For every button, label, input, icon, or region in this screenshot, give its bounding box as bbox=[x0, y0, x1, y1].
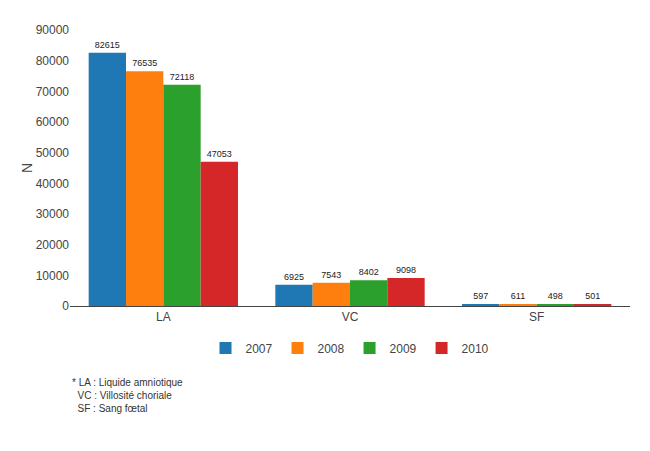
svg-text:72118: 72118 bbox=[170, 72, 194, 82]
svg-text:82615: 82615 bbox=[95, 40, 120, 50]
svg-text:6925: 6925 bbox=[284, 272, 304, 282]
svg-text:60000: 60000 bbox=[36, 115, 70, 129]
svg-text:LA: LA bbox=[156, 310, 171, 324]
svg-text:501: 501 bbox=[585, 291, 600, 301]
svg-text:N: N bbox=[19, 163, 35, 173]
svg-text:7543: 7543 bbox=[321, 270, 341, 280]
svg-text:597: 597 bbox=[473, 291, 488, 301]
svg-text:498: 498 bbox=[548, 291, 563, 301]
svg-text:8402: 8402 bbox=[359, 267, 379, 277]
svg-text:SF: SF bbox=[529, 310, 544, 324]
svg-text:9098: 9098 bbox=[396, 265, 416, 275]
svg-text:80000: 80000 bbox=[36, 54, 70, 68]
svg-text:VC: VC bbox=[342, 310, 359, 324]
svg-text:70000: 70000 bbox=[36, 85, 70, 99]
svg-text:0: 0 bbox=[62, 299, 69, 313]
svg-text:10000: 10000 bbox=[36, 269, 70, 283]
svg-text:30000: 30000 bbox=[36, 207, 70, 221]
svg-text:2009: 2009 bbox=[390, 342, 417, 356]
svg-text:20000: 20000 bbox=[36, 238, 70, 252]
svg-text:611: 611 bbox=[511, 291, 525, 301]
svg-text:76535: 76535 bbox=[132, 58, 157, 68]
svg-text:50000: 50000 bbox=[36, 146, 70, 160]
svg-text:47053: 47053 bbox=[207, 149, 232, 159]
svg-text:40000: 40000 bbox=[36, 177, 70, 191]
svg-text:2008: 2008 bbox=[318, 342, 345, 356]
svg-text:90000: 90000 bbox=[36, 23, 70, 37]
svg-text:2007: 2007 bbox=[246, 342, 273, 356]
svg-text:* LA : Liquide amniotique VC: * LA : Liquide amniotique VC : Villosité… bbox=[72, 377, 183, 414]
svg-text:2010: 2010 bbox=[462, 342, 489, 356]
